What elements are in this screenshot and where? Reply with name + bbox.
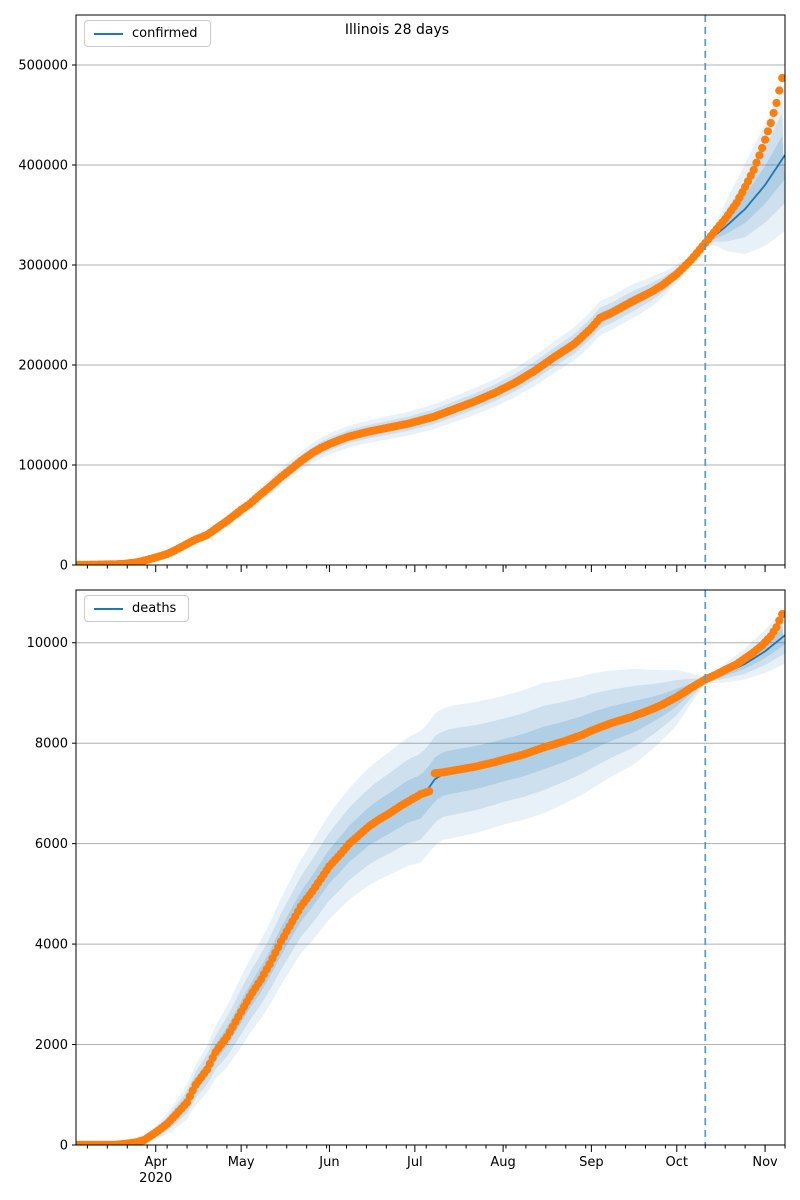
plot-border	[75, 589, 786, 1146]
band-outer	[76, 85, 785, 565]
legend-label-deaths: deaths	[132, 601, 177, 616]
svg-text:4000: 4000	[35, 938, 68, 953]
plot-border	[75, 14, 786, 566]
svg-text:6000: 6000	[35, 837, 68, 852]
actual-data-dots-deaths	[76, 610, 785, 1145]
year-label: 2020	[139, 1171, 172, 1186]
svg-text:Aug: Aug	[490, 1155, 515, 1170]
svg-text:Oct: Oct	[666, 1155, 688, 1170]
svg-text:0: 0	[60, 1139, 68, 1154]
svg-text:100000: 100000	[18, 459, 68, 474]
svg-text:Nov: Nov	[752, 1155, 778, 1170]
svg-text:Jun: Jun	[318, 1155, 339, 1170]
confidence-bands	[76, 85, 785, 565]
chart-title: Illinois 28 days	[344, 22, 450, 38]
svg-text:500000: 500000	[18, 59, 68, 74]
y-axis: 0 2000 4000 6000 8000 10000	[27, 636, 76, 1154]
svg-text:200000: 200000	[18, 359, 68, 374]
gridlines	[76, 64, 785, 566]
legend-deaths: deaths	[84, 595, 190, 622]
band-mid	[76, 619, 785, 1145]
svg-text:300000: 300000	[18, 259, 68, 274]
chart-confirmed: 0 100000 200000 300000 400000 500000	[18, 14, 786, 574]
svg-text:Jul: Jul	[406, 1155, 423, 1170]
svg-text:Sep: Sep	[579, 1155, 604, 1170]
legend-confirmed: confirmed	[84, 20, 211, 47]
band-outer	[76, 609, 785, 1145]
svg-text:May: May	[228, 1155, 255, 1170]
svg-text:0: 0	[60, 559, 68, 574]
svg-text:8000: 8000	[35, 737, 68, 752]
actual-data-dots-confirmed	[76, 73, 785, 565]
model-line-confirmed	[76, 154, 785, 565]
x-axis	[86, 565, 786, 572]
band-mid	[76, 112, 785, 565]
svg-text:Apr: Apr	[144, 1155, 167, 1170]
legend-line-sample-confirmed	[94, 32, 123, 35]
legend-line-sample-deaths	[94, 607, 123, 610]
confidence-bands	[76, 609, 785, 1145]
svg-text:400000: 400000	[18, 159, 68, 174]
svg-text:10000: 10000	[27, 636, 68, 651]
legend-label-confirmed: confirmed	[132, 26, 198, 41]
svg-text:2000: 2000	[35, 1038, 68, 1053]
y-axis: 0 100000 200000 300000 400000 500000	[18, 59, 76, 574]
band-inner	[76, 136, 785, 565]
